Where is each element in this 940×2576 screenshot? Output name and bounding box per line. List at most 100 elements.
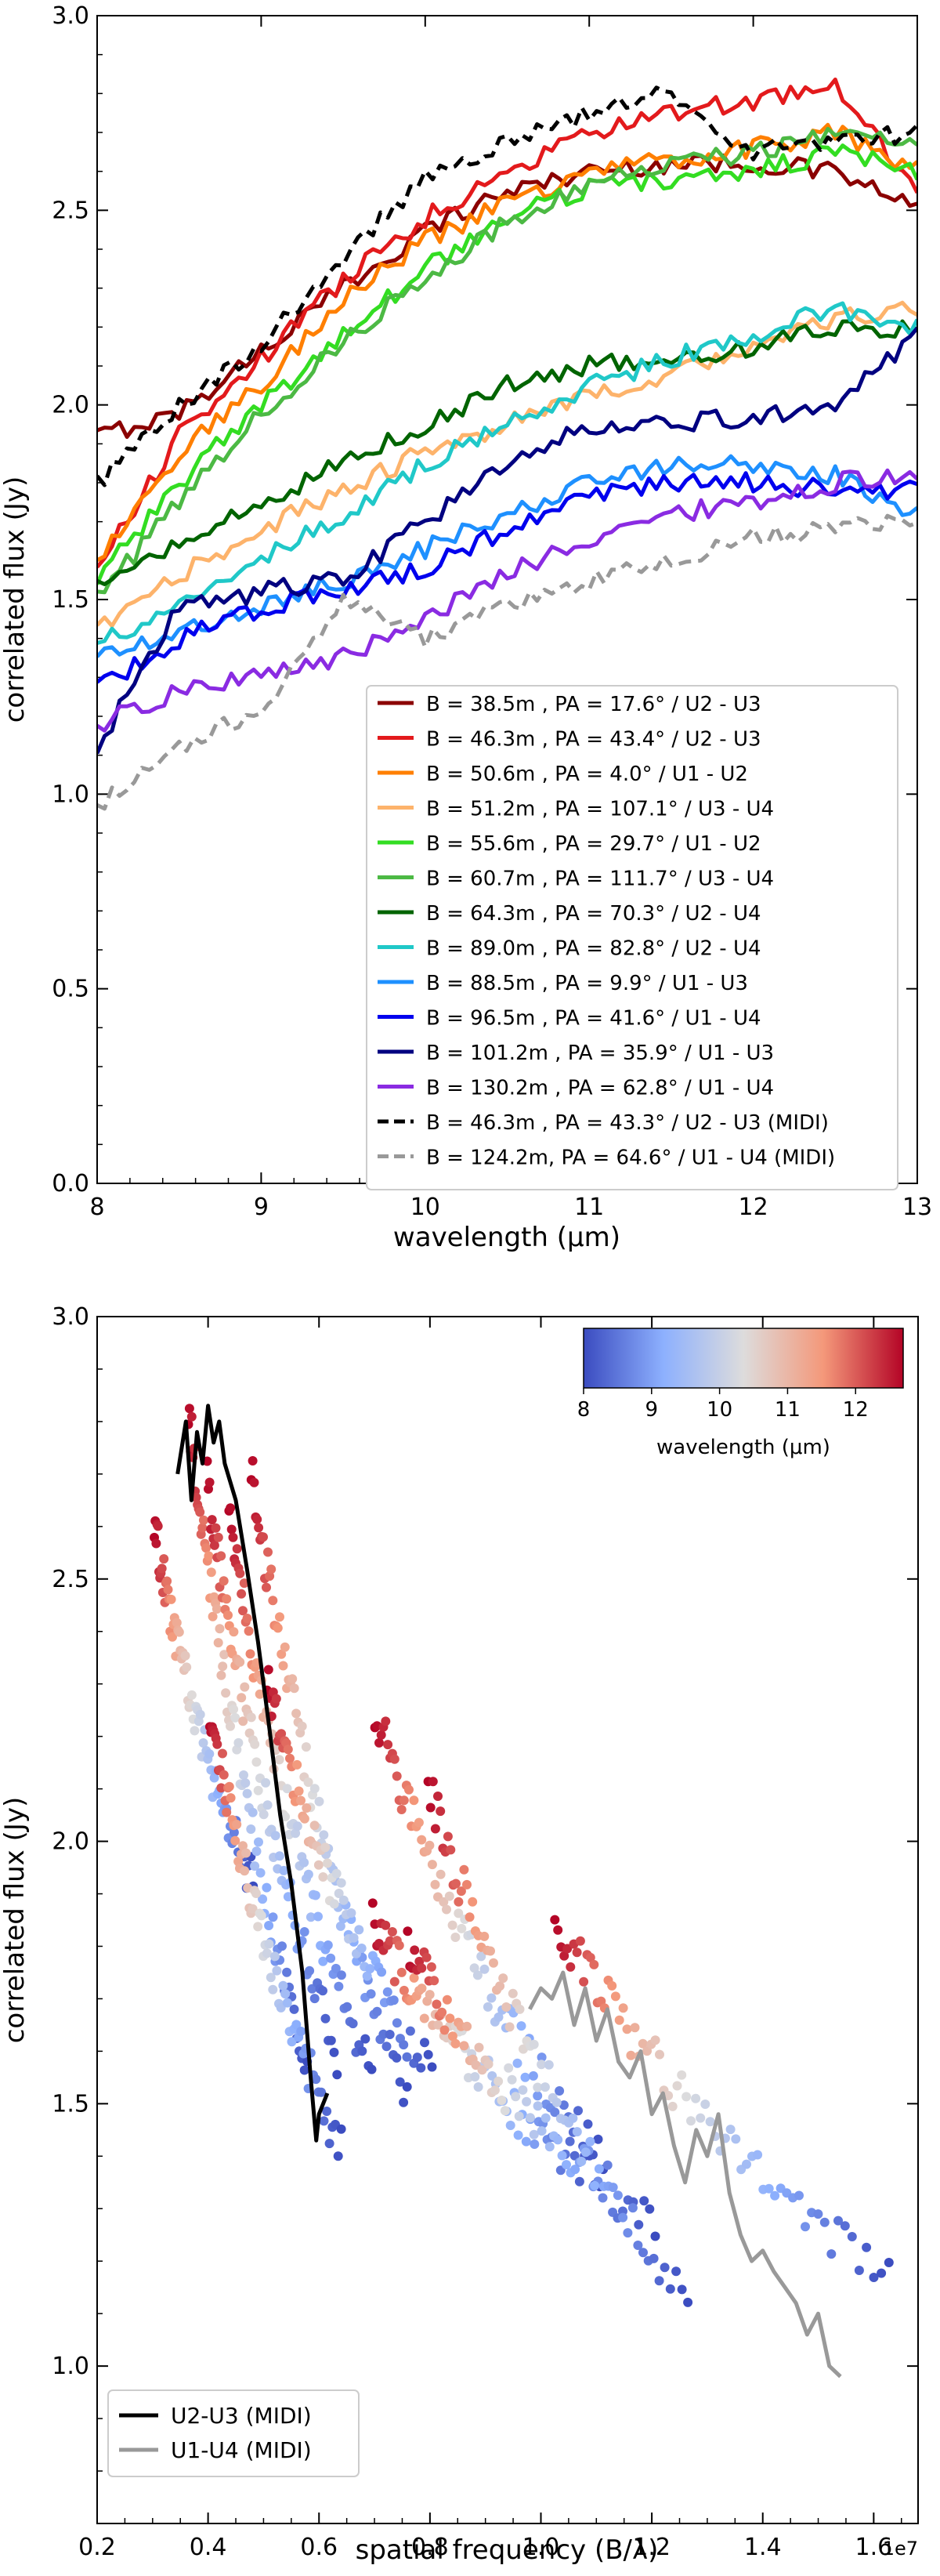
scatter-point (497, 2096, 507, 2105)
scatter-point (338, 1895, 349, 1905)
scatter-point (320, 2013, 331, 2023)
scatter-point (490, 2085, 500, 2096)
legend-entry: B = 50.6m , PA = 4.0° / U1 - U2 (426, 763, 748, 786)
scatter-point (248, 1807, 258, 1817)
scatter-point (385, 1936, 395, 1946)
scatter-point (498, 1973, 508, 1984)
scatter-point (504, 2022, 515, 2032)
scatter-point (296, 1795, 306, 1806)
scatter-point (311, 2074, 321, 2085)
scatter-point (233, 1737, 244, 1748)
scatter-point (555, 2086, 565, 2096)
colorbar-label: wavelength (μm) (656, 1436, 830, 1459)
scatter-point (151, 1538, 161, 1549)
scatter-point (634, 2219, 644, 2230)
scatter-point (442, 1904, 451, 1915)
scatter-point (622, 2024, 632, 2034)
scatter-point (494, 2012, 504, 2022)
scatter-point (840, 2221, 850, 2231)
scatter-point (255, 1868, 266, 1878)
scatter-point (215, 1624, 225, 1634)
scatter-point (334, 1889, 344, 1898)
scatter-point (241, 1848, 251, 1858)
scatter-point (465, 1912, 475, 1922)
scatter-point (608, 2183, 618, 2193)
scatter-point (255, 1689, 265, 1699)
legend-entry: B = 88.5m , PA = 9.9° / U1 - U3 (426, 972, 748, 995)
scatter-point (638, 2248, 648, 2258)
scatter-point (318, 1986, 327, 1996)
scatter-point (269, 1951, 280, 1962)
scatter-point (419, 2013, 429, 2023)
scatter-point (399, 1985, 409, 1995)
scatter-points (150, 1404, 894, 2307)
scatter-point (240, 1778, 251, 1788)
legend-box-2 (107, 2389, 360, 2477)
scatter-point (696, 2113, 706, 2123)
scatter-point (313, 1860, 324, 1870)
scatter-point (258, 1532, 268, 1542)
scatter-point (357, 2046, 367, 2056)
scatter-point (318, 1872, 328, 1882)
scatter-point (270, 1831, 280, 1841)
scatter-point (672, 2081, 682, 2091)
scatter-point (742, 2159, 751, 2169)
scatter-point (246, 1824, 256, 1834)
scatter-point (246, 1712, 256, 1723)
scatter-point (402, 2081, 412, 2092)
scatter-point (206, 1567, 216, 1578)
legend-entry: B = 64.3m , PA = 70.3° / U2 - U4 (426, 902, 761, 926)
scatter-point (299, 1927, 309, 1937)
scatter-point (249, 1477, 259, 1487)
scatter-point (334, 1981, 344, 1991)
scatter-point (240, 1682, 250, 1692)
scatter-point (316, 2087, 327, 2097)
scatter-point (462, 2021, 472, 2031)
y-axis-label-2: correlated flux (Jy) (0, 1797, 31, 2044)
scatter-point (180, 1650, 190, 1661)
scatter-point (212, 1604, 222, 1614)
scatter-point (216, 1551, 226, 1561)
scatter-point (166, 1594, 176, 1604)
scatter-point (575, 1936, 585, 1946)
scatter-point (274, 1851, 284, 1861)
scatter-point (654, 2276, 664, 2286)
scatter-point (477, 2065, 487, 2075)
scatter-point (204, 1749, 215, 1759)
scatter-point (223, 1610, 233, 1620)
scatter-point (585, 2136, 595, 2147)
scatter-point (271, 1694, 281, 1704)
scatter-point (303, 1777, 313, 1788)
scatter-point (291, 1708, 302, 1719)
scatter-point (333, 2151, 343, 2161)
scatter-point (442, 1994, 452, 2005)
scatter-point (331, 1868, 342, 1879)
scatter-point (513, 2130, 523, 2140)
scatter-point (425, 1802, 436, 1813)
scatter-point (232, 1820, 242, 1829)
scatter-point (342, 2002, 352, 2012)
scatter-point (376, 1730, 386, 1740)
scatter-point (447, 2031, 457, 2042)
scatter-point (324, 2139, 334, 2149)
midi-line (528, 1970, 842, 2379)
scatter-point (245, 1649, 255, 1659)
x-axis-label-2: spatial frequency (B/λ) (356, 2534, 659, 2566)
legend-2: U2-U3 (MIDI) U1-U4 (MIDI) (107, 2389, 360, 2477)
scatter-point (283, 1892, 293, 1902)
scatter-point (450, 2038, 461, 2049)
scatter-point (250, 1739, 260, 1749)
scatter-point (182, 1662, 192, 1672)
scatter-point (568, 2113, 578, 2123)
scatter-point (489, 1958, 498, 1968)
scatter-point (551, 2097, 562, 2107)
series-line (97, 301, 917, 645)
scatter-point (299, 2065, 309, 2075)
scatter-point (454, 1897, 464, 1907)
colorbar-gradient (583, 1328, 904, 1389)
scatter-point (238, 1606, 248, 1616)
scatter-point (439, 2025, 450, 2035)
scatter-point (291, 1828, 301, 1839)
scatter-point (253, 1785, 263, 1795)
scatter-point (416, 2063, 426, 2073)
